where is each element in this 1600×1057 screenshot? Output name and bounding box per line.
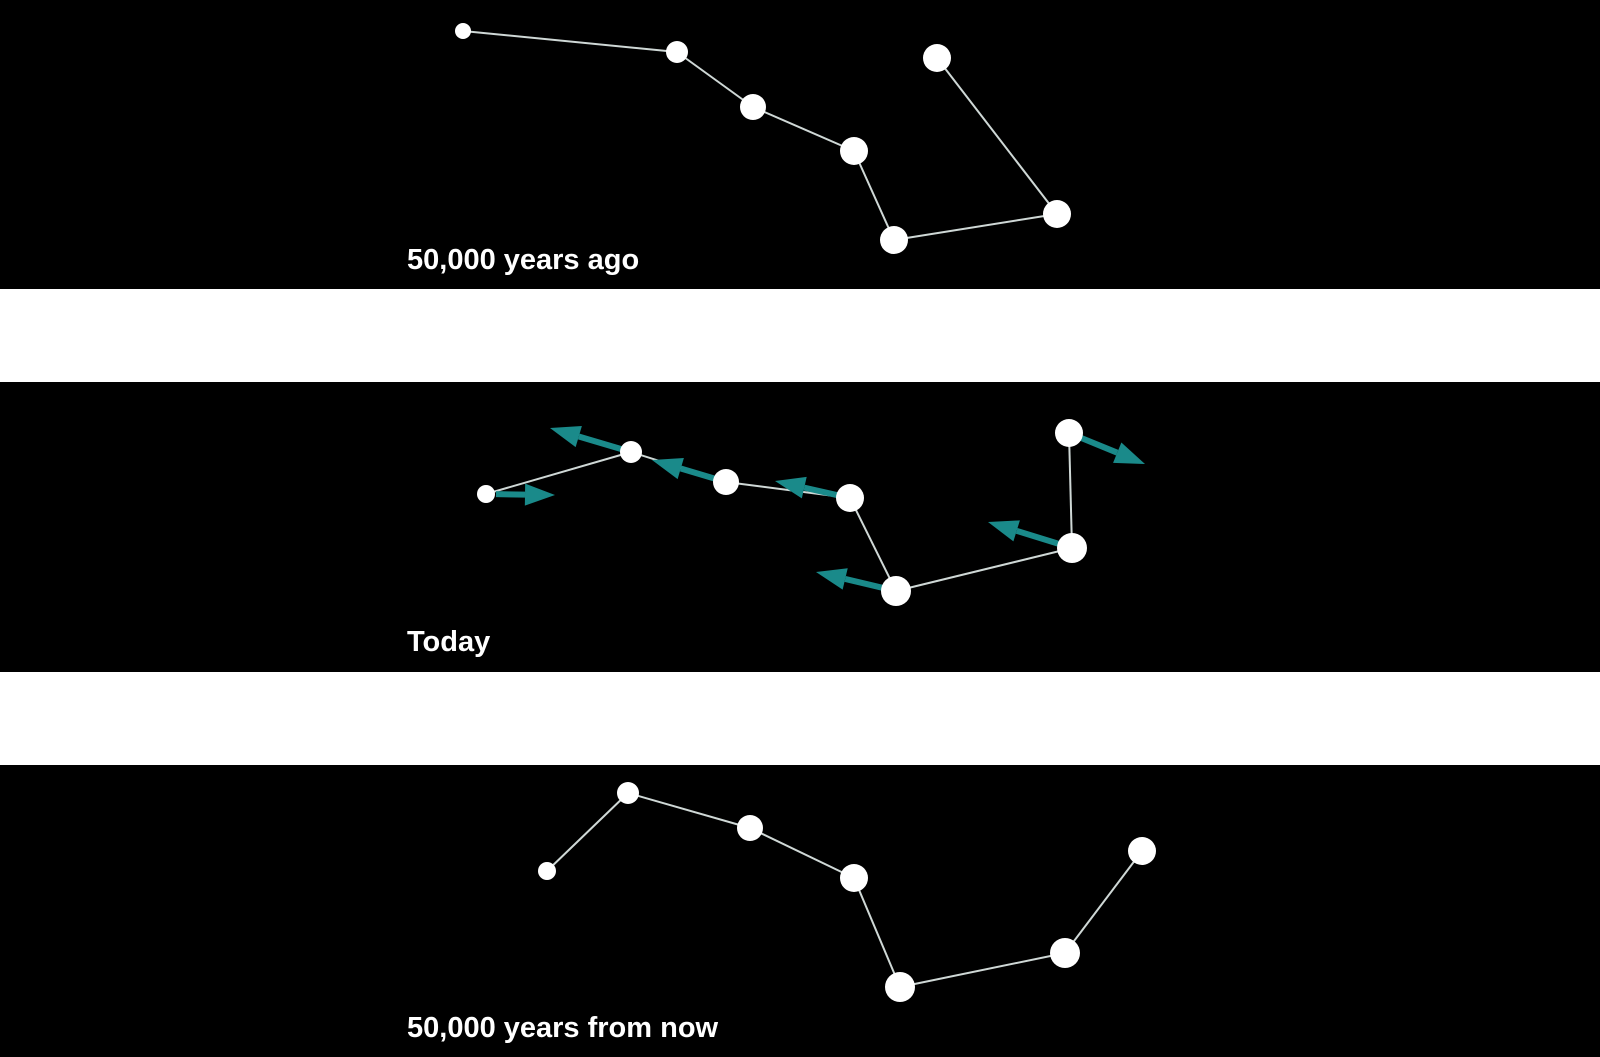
constellation-line <box>936 57 1058 215</box>
motion-arrow-icon <box>816 568 848 590</box>
constellation-future <box>538 782 1156 1002</box>
constellation-line <box>853 877 901 988</box>
constellation-line <box>462 30 678 53</box>
constellation-line <box>485 451 632 495</box>
star-icon <box>840 864 868 892</box>
constellation-line <box>752 106 855 152</box>
star-icon <box>923 44 951 72</box>
star-icon <box>840 137 868 165</box>
panel-50000-years-ago: 50,000 years ago <box>0 0 1600 289</box>
star-icon <box>1055 419 1083 447</box>
panel-50000-years-from-now: 50,000 years from now <box>0 765 1600 1057</box>
motion-arrow-shaft <box>577 433 623 453</box>
star-icon <box>885 972 915 1002</box>
constellation-line <box>546 792 629 872</box>
motion-arrow-icon <box>550 425 582 448</box>
constellation-line <box>1064 850 1143 954</box>
star-icon <box>740 94 766 120</box>
constellation-today <box>477 419 1145 606</box>
star-icon <box>880 226 908 254</box>
constellation-line <box>849 497 897 592</box>
star-icon <box>1128 837 1156 865</box>
constellation-line <box>899 952 1066 988</box>
motion-arrow-shaft <box>844 576 887 592</box>
star-icon <box>737 815 763 841</box>
constellation-line <box>627 792 751 829</box>
motion-arrow-icon <box>775 476 807 499</box>
star-icon <box>617 782 639 804</box>
star-icon <box>477 485 495 503</box>
panel-label-future: 50,000 years from now <box>407 1012 719 1044</box>
star-icon <box>620 441 642 463</box>
star-icon <box>538 862 556 880</box>
star-icon <box>666 41 688 63</box>
constellation-line <box>749 827 855 879</box>
constellation-line <box>893 213 1058 241</box>
star-icon <box>1057 533 1087 563</box>
star-icon <box>836 484 864 512</box>
motion-arrow-shaft <box>803 484 841 499</box>
star-icon <box>881 576 911 606</box>
motion-arrow-icon <box>652 458 684 480</box>
star-icon <box>1043 200 1071 228</box>
panel-label-past: 50,000 years ago <box>407 244 640 276</box>
motion-arrow-icon <box>1113 442 1145 464</box>
motion-arrow-shaft <box>1015 528 1064 548</box>
constellation-past <box>455 23 1071 254</box>
motion-arrow-icon <box>988 520 1020 542</box>
panel-label-today: Today <box>407 626 491 658</box>
star-icon <box>1050 938 1080 968</box>
constellation-line <box>895 547 1073 592</box>
constellation-line <box>1068 432 1073 549</box>
panel-today: Today <box>0 382 1600 672</box>
star-icon <box>455 23 471 39</box>
motion-arrow-shaft <box>679 465 718 483</box>
star-icon <box>713 469 739 495</box>
constellation-line <box>853 150 895 241</box>
motion-arrow-shaft <box>1077 433 1119 456</box>
motion-arrow-icon <box>524 483 555 506</box>
constellation-line <box>676 51 754 108</box>
